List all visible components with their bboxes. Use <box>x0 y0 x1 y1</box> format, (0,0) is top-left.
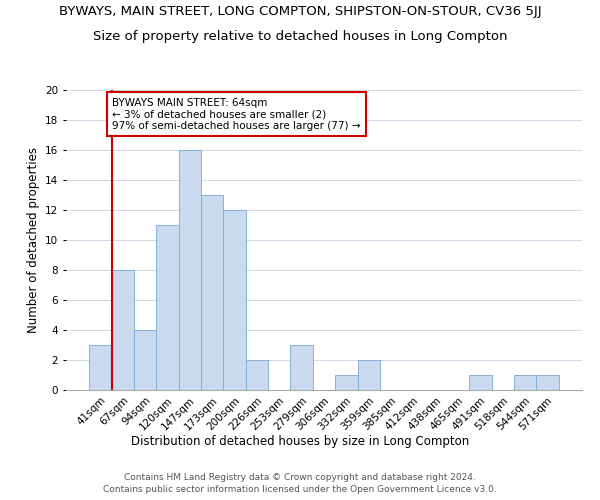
Bar <box>112 270 134 390</box>
Bar <box>134 330 157 390</box>
Text: BYWAYS MAIN STREET: 64sqm
← 3% of detached houses are smaller (2)
97% of semi-de: BYWAYS MAIN STREET: 64sqm ← 3% of detach… <box>112 98 361 130</box>
Bar <box>89 345 112 390</box>
Text: Distribution of detached houses by size in Long Compton: Distribution of detached houses by size … <box>131 435 469 448</box>
Text: Contains HM Land Registry data © Crown copyright and database right 2024.: Contains HM Land Registry data © Crown c… <box>124 472 476 482</box>
Bar <box>290 345 313 390</box>
Bar <box>157 225 179 390</box>
Bar <box>335 375 358 390</box>
Text: Size of property relative to detached houses in Long Compton: Size of property relative to detached ho… <box>93 30 507 43</box>
Bar <box>536 375 559 390</box>
Bar <box>179 150 201 390</box>
Bar <box>514 375 536 390</box>
Text: Contains public sector information licensed under the Open Government Licence v3: Contains public sector information licen… <box>103 485 497 494</box>
Bar <box>469 375 491 390</box>
Text: BYWAYS, MAIN STREET, LONG COMPTON, SHIPSTON-ON-STOUR, CV36 5JJ: BYWAYS, MAIN STREET, LONG COMPTON, SHIPS… <box>59 5 541 18</box>
Bar <box>246 360 268 390</box>
Bar <box>223 210 246 390</box>
Bar <box>358 360 380 390</box>
Bar <box>201 195 223 390</box>
Y-axis label: Number of detached properties: Number of detached properties <box>26 147 40 333</box>
